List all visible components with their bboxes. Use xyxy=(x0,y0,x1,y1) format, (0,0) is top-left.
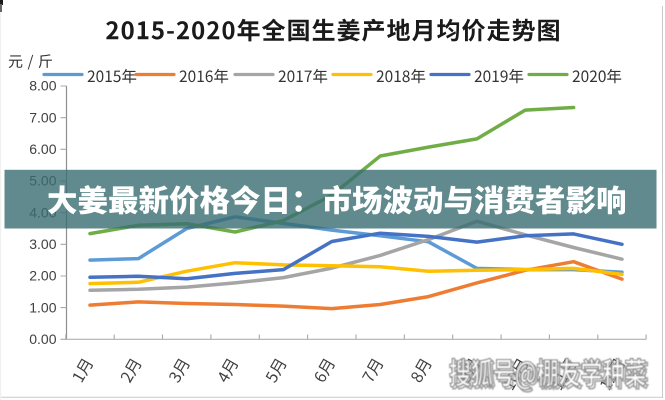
svg-text:6.00: 6.00 xyxy=(29,141,56,157)
svg-text:0.00: 0.00 xyxy=(29,331,56,347)
svg-text:7.00: 7.00 xyxy=(29,109,56,125)
svg-text:1.00: 1.00 xyxy=(29,299,56,315)
svg-text:8.00: 8.00 xyxy=(29,78,56,94)
svg-text:3.00: 3.00 xyxy=(29,236,56,252)
svg-text:2.00: 2.00 xyxy=(29,268,56,284)
